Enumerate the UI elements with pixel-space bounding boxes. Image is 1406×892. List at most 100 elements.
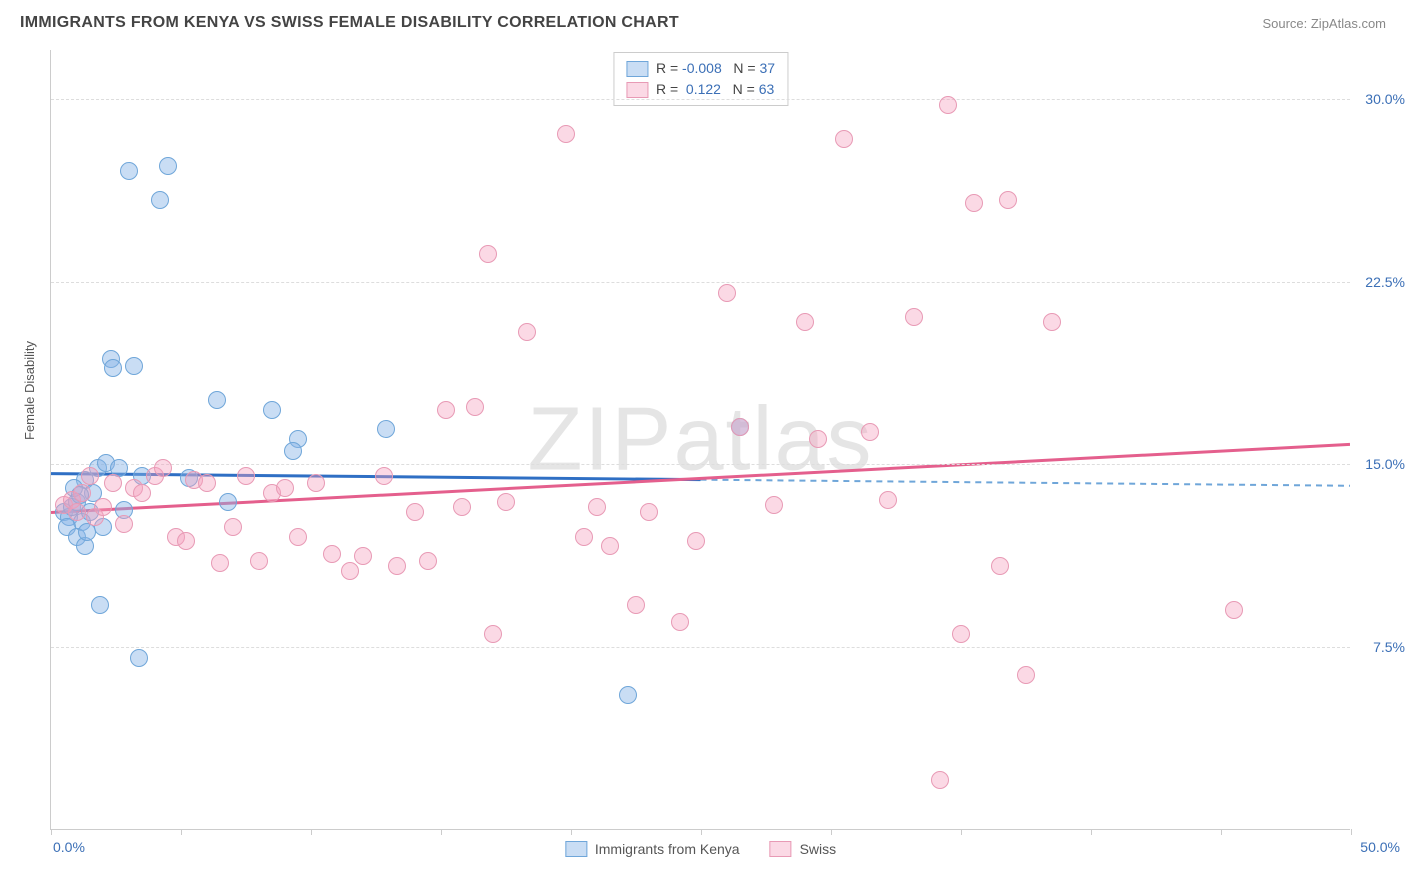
- scatter-point: [419, 552, 437, 570]
- grid-line: [51, 99, 1350, 100]
- scatter-point: [104, 359, 122, 377]
- scatter-point: [81, 467, 99, 485]
- x-tick: [831, 829, 832, 835]
- x-tick: [311, 829, 312, 835]
- scatter-point: [323, 545, 341, 563]
- x-tick: [571, 829, 572, 835]
- scatter-point: [619, 686, 637, 704]
- scatter-point: [73, 484, 91, 502]
- scatter-point: [289, 528, 307, 546]
- x-tick-label: 0.0%: [53, 839, 85, 855]
- scatter-point: [250, 552, 268, 570]
- scatter-point: [965, 194, 983, 212]
- scatter-point: [388, 557, 406, 575]
- scatter-point: [861, 423, 879, 441]
- x-tick: [181, 829, 182, 835]
- plot-area: ZIPatlas R = -0.008 N = 37R = 0.122 N = …: [50, 50, 1350, 830]
- scatter-point: [198, 474, 216, 492]
- scatter-point: [687, 532, 705, 550]
- scatter-point: [263, 401, 281, 419]
- legend-row: R = -0.008 N = 37: [626, 58, 775, 79]
- bottom-legend-item: Swiss: [770, 841, 837, 857]
- legend-swatch: [626, 61, 648, 77]
- scatter-point: [999, 191, 1017, 209]
- y-tick-label: 30.0%: [1365, 91, 1405, 107]
- bottom-legend: Immigrants from Kenya Swiss: [565, 841, 836, 857]
- scatter-point: [835, 130, 853, 148]
- scatter-point: [133, 484, 151, 502]
- scatter-point: [276, 479, 294, 497]
- scatter-point: [557, 125, 575, 143]
- scatter-point: [94, 498, 112, 516]
- scatter-point: [991, 557, 1009, 575]
- x-tick: [961, 829, 962, 835]
- scatter-point: [237, 467, 255, 485]
- scatter-point: [731, 418, 749, 436]
- y-tick-label: 15.0%: [1365, 456, 1405, 472]
- legend-stats-text: R = 0.122 N = 63: [656, 79, 774, 100]
- scatter-point: [1225, 601, 1243, 619]
- x-tick: [1091, 829, 1092, 835]
- scatter-point: [354, 547, 372, 565]
- x-tick-label: 50.0%: [1360, 839, 1400, 855]
- scatter-point: [208, 391, 226, 409]
- legend-swatch: [626, 82, 648, 98]
- bottom-legend-label: Immigrants from Kenya: [595, 841, 740, 857]
- grid-line: [51, 464, 1350, 465]
- x-tick: [1221, 829, 1222, 835]
- legend-stats-text: R = -0.008 N = 37: [656, 58, 775, 79]
- trend-lines: [51, 50, 1350, 829]
- scatter-point: [575, 528, 593, 546]
- scatter-point: [151, 191, 169, 209]
- x-tick: [1351, 829, 1352, 835]
- scatter-point: [115, 515, 133, 533]
- scatter-point: [224, 518, 242, 536]
- x-tick: [441, 829, 442, 835]
- scatter-point: [177, 532, 195, 550]
- scatter-point: [497, 493, 515, 511]
- y-axis-label: Female Disability: [22, 341, 37, 440]
- legend-row: R = 0.122 N = 63: [626, 79, 775, 100]
- scatter-point: [905, 308, 923, 326]
- scatter-point: [377, 420, 395, 438]
- scatter-point: [796, 313, 814, 331]
- chart-source: Source: ZipAtlas.com: [1262, 16, 1386, 31]
- scatter-point: [809, 430, 827, 448]
- scatter-point: [375, 467, 393, 485]
- scatter-point: [91, 596, 109, 614]
- scatter-point: [406, 503, 424, 521]
- x-tick: [51, 829, 52, 835]
- scatter-point: [437, 401, 455, 419]
- scatter-point: [466, 398, 484, 416]
- legend-swatch: [565, 841, 587, 857]
- scatter-point: [284, 442, 302, 460]
- scatter-point: [307, 474, 325, 492]
- scatter-point: [484, 625, 502, 643]
- scatter-point: [601, 537, 619, 555]
- y-tick-label: 22.5%: [1365, 274, 1405, 290]
- scatter-point: [120, 162, 138, 180]
- grid-line: [51, 282, 1350, 283]
- scatter-point: [154, 459, 172, 477]
- scatter-point: [627, 596, 645, 614]
- bottom-legend-label: Swiss: [800, 841, 837, 857]
- scatter-point: [718, 284, 736, 302]
- scatter-point: [952, 625, 970, 643]
- scatter-point: [130, 649, 148, 667]
- scatter-point: [219, 493, 237, 511]
- grid-line: [51, 647, 1350, 648]
- scatter-point: [518, 323, 536, 341]
- y-tick-label: 7.5%: [1373, 639, 1405, 655]
- scatter-point: [68, 503, 86, 521]
- scatter-point: [479, 245, 497, 263]
- scatter-point: [159, 157, 177, 175]
- scatter-point: [1017, 666, 1035, 684]
- scatter-point: [671, 613, 689, 631]
- scatter-point: [765, 496, 783, 514]
- scatter-point: [931, 771, 949, 789]
- scatter-point: [640, 503, 658, 521]
- scatter-point: [453, 498, 471, 516]
- legend-swatch: [770, 841, 792, 857]
- scatter-point: [1043, 313, 1061, 331]
- scatter-point: [104, 474, 122, 492]
